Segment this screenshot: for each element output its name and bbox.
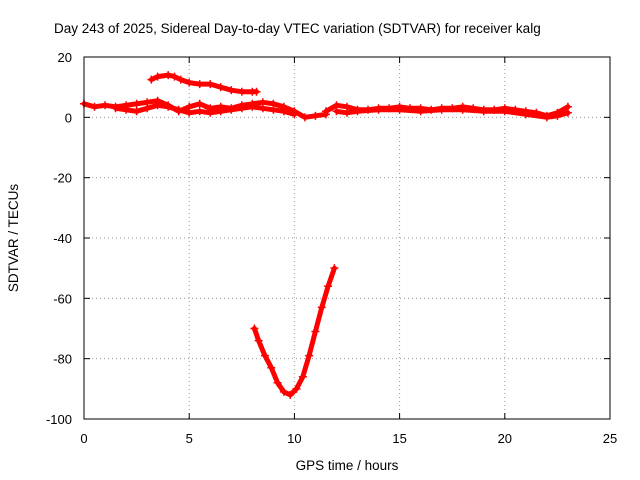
data-point: [195, 107, 204, 116]
data-point: [206, 108, 215, 117]
data-point: [353, 107, 362, 116]
data-point: [286, 390, 295, 399]
chart-title: Day 243 of 2025, Sidereal Day-to-day VTE…: [54, 21, 541, 36]
data-point: [122, 105, 131, 114]
y-tick-label: 20: [58, 50, 72, 65]
data-point: [300, 113, 309, 122]
x-tick-label: 10: [287, 431, 301, 446]
y-tick-label: 0: [65, 110, 72, 125]
data-point: [153, 101, 162, 110]
data-point: [164, 71, 173, 80]
data-point: [252, 87, 261, 96]
data-point: [500, 107, 509, 116]
data-point: [279, 387, 288, 396]
data-point: [250, 324, 259, 333]
data-point: [227, 105, 236, 114]
data-point: [311, 327, 320, 336]
data-point: [324, 282, 333, 291]
data-point: [343, 108, 351, 117]
data-point: [248, 102, 257, 111]
data-point: [216, 83, 225, 92]
y-tick-label: -100: [46, 412, 72, 427]
y-tick-label: -20: [53, 171, 72, 186]
data-point: [563, 108, 572, 117]
data-point: [311, 111, 320, 120]
data-point: [185, 108, 194, 117]
x-tick-label: 0: [80, 431, 87, 446]
data-point: [195, 80, 204, 89]
series-points-arc-lower-2: [332, 105, 572, 122]
x-tick-label: 5: [186, 431, 193, 446]
data-point: [298, 372, 307, 381]
data-point: [185, 78, 194, 87]
data-point: [90, 102, 99, 111]
x-axis-ticks: 0 5 10 15 20 25: [80, 57, 617, 446]
series-points-arc-upper: [147, 71, 261, 96]
data-point: [216, 107, 225, 116]
data-point: [521, 110, 530, 119]
data-point: [395, 105, 404, 114]
data-series: [80, 71, 572, 399]
data-point: [317, 303, 326, 312]
data-point: [479, 107, 488, 116]
data-point: [267, 363, 276, 372]
data-point: [321, 107, 330, 116]
data-point: [330, 264, 339, 273]
x-tick-label: 20: [498, 431, 512, 446]
data-point: [153, 72, 162, 81]
x-axis-label: GPS time / hours: [296, 458, 399, 473]
data-point: [553, 111, 562, 120]
data-point: [305, 351, 314, 360]
data-point: [269, 105, 278, 114]
x-tick-label: 15: [392, 431, 406, 446]
data-point: [147, 75, 156, 84]
y-tick-label: -60: [53, 291, 72, 306]
data-point: [176, 75, 185, 84]
data-point: [132, 107, 141, 116]
series-points-arc-dip: [250, 264, 339, 399]
data-point: [170, 72, 179, 81]
data-point: [290, 110, 299, 119]
series-line-arc-upper: [148, 72, 259, 95]
data-point: [237, 104, 246, 113]
data-point: [111, 104, 120, 113]
data-point: [332, 107, 341, 116]
data-point: [164, 102, 173, 111]
data-point: [437, 105, 446, 114]
data-point: [458, 105, 467, 114]
data-point: [237, 87, 246, 96]
data-point: [273, 378, 282, 387]
y-tick-label: -80: [53, 352, 72, 367]
data-point: [374, 105, 383, 114]
data-point: [101, 101, 110, 110]
x-tick-label: 25: [603, 431, 617, 446]
data-point: [416, 107, 425, 116]
y-tick-label: -40: [53, 231, 72, 246]
data-point: [132, 99, 141, 108]
y-axis-ticks: -100 -80 -60 -40 -20 0 20: [46, 50, 610, 427]
data-point: [292, 384, 301, 393]
data-point: [254, 336, 263, 345]
data-point: [143, 104, 152, 113]
data-point: [542, 113, 551, 122]
data-point: [279, 107, 288, 116]
data-point: [258, 104, 267, 113]
data-point: [260, 351, 269, 360]
y-axis-label: SDTVAR / TECUs: [6, 184, 21, 293]
data-point: [174, 105, 183, 114]
series-points-arc-lower-1: [111, 101, 299, 119]
data-point: [206, 80, 215, 89]
data-point: [227, 86, 236, 95]
series-line-arc-dip: [251, 265, 337, 398]
data-point: [195, 99, 204, 108]
